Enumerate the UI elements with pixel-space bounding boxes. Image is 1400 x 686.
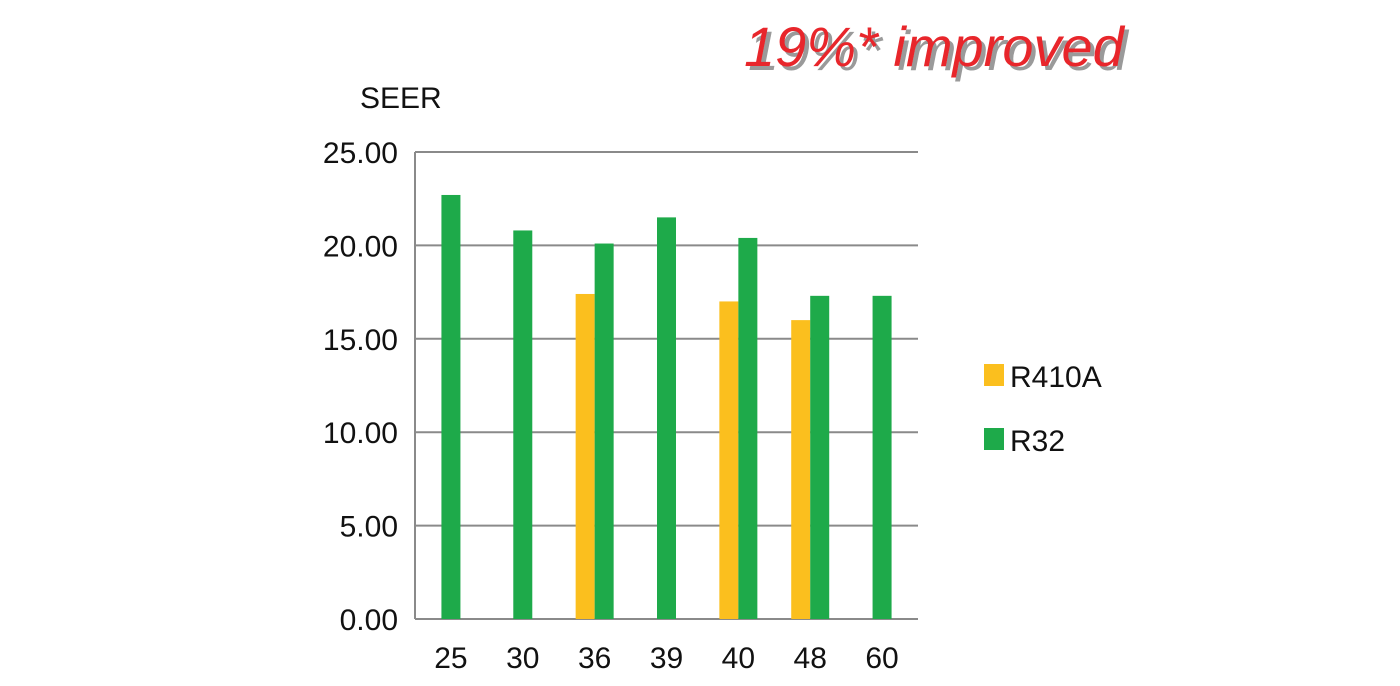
- y-tick-label: 10.00: [323, 417, 398, 450]
- bar-r410a-48: [791, 320, 811, 619]
- bar-r32-30: [513, 230, 533, 619]
- legend-label-r32: R32: [1010, 425, 1065, 458]
- x-tick-labels: 25 30 36 39 40 48 60: [434, 642, 899, 675]
- y-tick-label: 25.00: [323, 137, 398, 170]
- y-tick-labels: 0.00 5.00 10.00 15.00 20.00 25.00: [323, 137, 398, 637]
- bar-layer: [441, 194, 892, 620]
- y-tick-label: 5.00: [340, 511, 398, 544]
- bar-r32-36: [594, 243, 614, 620]
- bar-r410a-40: [719, 301, 739, 619]
- headline-shadow: 19%* improved: [748, 19, 1130, 82]
- x-tick-label: 39: [650, 642, 683, 675]
- legend-label-r410a: R410A: [1010, 361, 1102, 394]
- x-tick-label: 60: [865, 642, 898, 675]
- x-tick-label: 48: [794, 642, 827, 675]
- legend-swatch-r32: [984, 428, 1004, 450]
- bar-r32-48: [810, 295, 830, 619]
- bar-r32-60: [872, 295, 892, 619]
- bar-r410a-36: [575, 293, 595, 619]
- y-tick-label: 0.00: [340, 604, 398, 637]
- bar-r32-39: [657, 217, 676, 619]
- x-tick-label: 30: [506, 642, 539, 675]
- x-tick-label: 25: [434, 642, 467, 675]
- x-tick-label: 36: [578, 642, 611, 675]
- bar-r32-40: [738, 237, 758, 620]
- y-axis-label: SEER: [360, 82, 442, 115]
- legend: R410A R32: [984, 361, 1102, 458]
- bar-r32-25: [441, 194, 461, 620]
- y-tick-label: 15.00: [323, 324, 398, 357]
- x-tick-label: 40: [722, 642, 755, 675]
- legend-swatch-r410a: [984, 364, 1004, 386]
- headline: 19%* improved: [744, 15, 1126, 78]
- y-tick-label: 20.00: [323, 230, 398, 263]
